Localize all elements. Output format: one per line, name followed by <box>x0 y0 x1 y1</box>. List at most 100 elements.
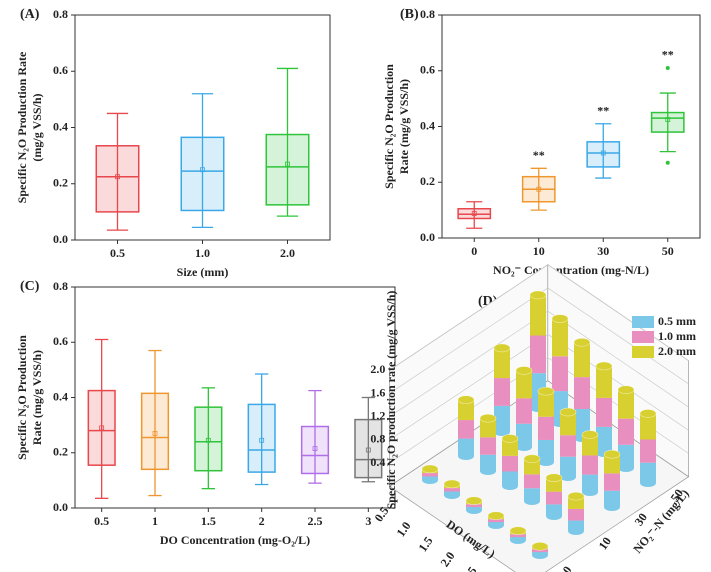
bar-segment <box>494 347 510 379</box>
significance: ** <box>597 103 609 117</box>
box <box>650 111 685 133</box>
bar-segment <box>582 474 598 492</box>
bar-segment <box>604 473 620 491</box>
cylinder-top <box>603 449 621 459</box>
cylinder-top <box>581 430 599 439</box>
bar-segment <box>480 454 496 471</box>
bar-segment <box>568 508 584 521</box>
bar-segment <box>538 439 554 462</box>
bar-segment <box>466 507 482 510</box>
x-tick-label: 30 <box>597 244 609 258</box>
bar-segment <box>604 454 620 474</box>
z-tick-label: 0.8 <box>370 432 385 446</box>
bar-segment <box>568 520 584 531</box>
bar-segment <box>516 398 532 424</box>
bar-segment <box>596 426 612 453</box>
significance: ** <box>533 148 545 162</box>
y-tick-label: 0.8 <box>420 7 435 21</box>
box <box>194 406 223 472</box>
y-axis-label: Specific N₂O Production <box>382 64 396 189</box>
x-tick-label: 1.0 <box>393 519 413 539</box>
bar-segment <box>560 435 576 457</box>
mean-marker <box>665 117 671 122</box>
bar-segment <box>530 294 546 336</box>
y-tick-label: 0.6 <box>53 334 68 348</box>
z-tick-label: 1.2 <box>370 408 385 422</box>
mean-marker <box>152 431 158 436</box>
bar-segment <box>510 537 526 540</box>
cylinder-top <box>639 409 657 418</box>
bar-segment <box>596 366 612 398</box>
x-tick-label: 2.0 <box>280 246 295 260</box>
cylinder-top <box>529 290 547 300</box>
bar-segment <box>538 416 554 440</box>
bar-segment <box>488 519 504 523</box>
cylinder-top <box>479 413 497 423</box>
bar-segment <box>488 522 504 525</box>
bar-segment <box>516 423 532 447</box>
x-axis-label: Size (mm) <box>177 265 229 279</box>
bar-segment <box>466 504 482 508</box>
y-tick-label: 0.6 <box>53 63 68 77</box>
grid-line <box>389 333 689 441</box>
bar-segment <box>574 409 590 438</box>
y-tick-label: 0.0 <box>420 230 435 244</box>
cylinder-top <box>493 343 511 353</box>
bar-segment <box>640 439 656 463</box>
bar-segment <box>560 456 576 477</box>
cylinder-top <box>559 407 577 417</box>
bar-segment <box>532 549 548 553</box>
bar-segment <box>574 377 590 409</box>
mean-marker <box>99 425 105 431</box>
cylinder-top <box>531 541 549 551</box>
cylinder-top <box>515 366 533 375</box>
x-tick-label: 2.0 <box>437 549 457 569</box>
bar-segment <box>618 418 634 445</box>
mean-marker <box>536 186 542 192</box>
legend-swatch <box>632 331 654 343</box>
cylinder-top <box>465 496 483 506</box>
bar-segment <box>524 488 540 501</box>
x-axis-label: NO₂⁻ Concentration (mg-N/L) <box>493 263 649 277</box>
bar-segment <box>444 491 460 495</box>
bar-segment <box>596 397 612 427</box>
bar-segment <box>510 534 526 538</box>
box <box>180 136 225 212</box>
box <box>586 141 621 168</box>
bar-segment <box>582 434 598 456</box>
mean-marker <box>471 211 477 216</box>
legend-label: 2.0 mm <box>658 344 696 358</box>
bar-segment <box>582 455 598 475</box>
bar-segment <box>524 458 540 475</box>
x-tick-label: 1.0 <box>195 246 210 260</box>
legend-label: 1.0 mm <box>658 329 696 343</box>
x-tick-label: 1.5 <box>201 514 216 528</box>
outlier <box>665 160 670 165</box>
cylinder-top <box>421 464 439 474</box>
bar-segment <box>618 389 634 419</box>
box <box>87 389 116 466</box>
bar-segment <box>552 318 568 357</box>
grid-line <box>389 310 689 417</box>
bar-segment <box>422 476 438 480</box>
mean-marker <box>365 447 371 453</box>
bar-segment <box>502 455 518 472</box>
bar-segment <box>524 474 540 489</box>
cylinder-top <box>457 395 475 405</box>
x-axis-label: DO Concentration (mg-O₂/L) <box>160 533 310 547</box>
bar-segment <box>480 418 496 438</box>
mean-marker <box>200 167 205 173</box>
cylinder-top <box>509 526 527 536</box>
cylinder-top <box>573 337 591 347</box>
bar-segment <box>458 399 474 421</box>
mean-marker <box>600 150 606 156</box>
bar-segment <box>422 473 438 477</box>
y-tick-label: 0.4 <box>53 119 68 133</box>
bar-segment <box>480 437 496 455</box>
bar-segment <box>502 471 518 486</box>
mean-marker <box>312 446 318 452</box>
x-tick-label: 0.5 <box>110 246 125 260</box>
x-tick-label: 3 <box>365 514 371 528</box>
bar-segment <box>494 405 510 432</box>
panel-label: (C) <box>20 279 40 294</box>
